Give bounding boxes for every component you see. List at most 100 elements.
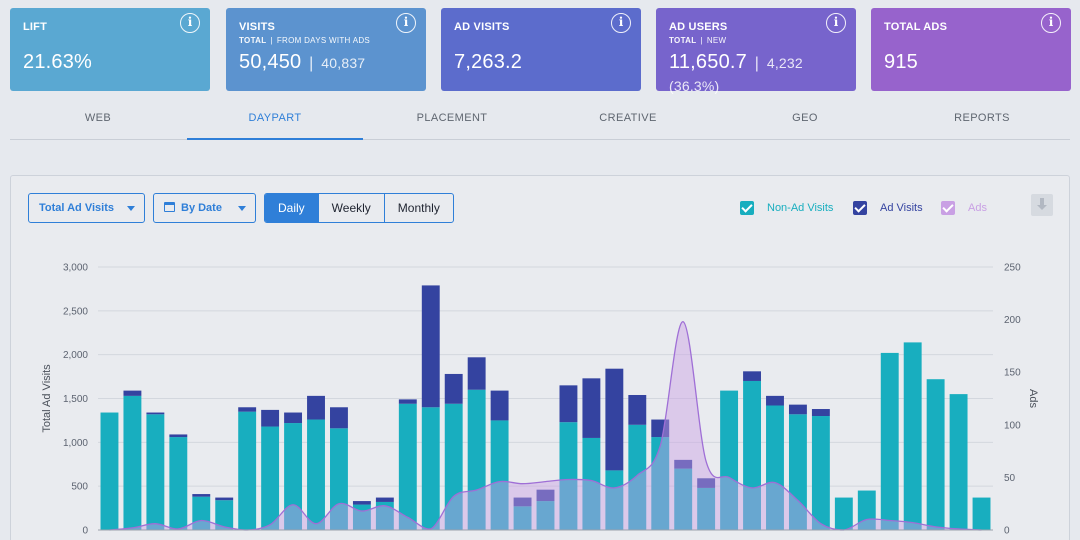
non-ad-visits-bar xyxy=(651,437,670,530)
non-ad-visits-bar xyxy=(444,403,463,530)
ad-visits-bar xyxy=(674,459,693,469)
chevron-down-icon xyxy=(238,206,246,211)
ad-visits-bar xyxy=(788,404,807,415)
checkbox-icon[interactable] xyxy=(853,201,867,215)
kpi-cards: LIFT 21.63% i VISITS TOTAL | FROM DAYS WIT… xyxy=(10,8,1071,94)
total-ads-value: 915 xyxy=(884,51,918,73)
y-tick-label: 2,500 xyxy=(63,306,88,317)
non-ad-visits-bar xyxy=(605,470,624,530)
non-ad-visits-bar xyxy=(467,389,486,530)
ad-visits-bar xyxy=(123,390,142,396)
ad-visits-bar xyxy=(375,497,394,502)
ad-visits-bar xyxy=(697,478,716,488)
legend-ad-visits[interactable]: Ad Visits xyxy=(853,200,938,216)
ad-visits-bar xyxy=(307,395,325,420)
non-ad-visits-bar xyxy=(628,424,647,530)
ad-visits-bar xyxy=(559,385,578,423)
tab-web[interactable]: WEB xyxy=(84,112,112,124)
ad-visits-bar xyxy=(330,407,348,429)
y-tick-label: 1,000 xyxy=(63,438,88,449)
date-dropdown-label: By Date xyxy=(181,202,222,214)
y-axis-title: Total Ad Visits xyxy=(41,364,53,433)
visits-title: VISITS xyxy=(239,21,276,33)
info-icon[interactable]: i xyxy=(611,13,631,33)
non-ad-visits-bar xyxy=(857,490,876,530)
non-ad-visits-bar xyxy=(949,394,968,530)
ad-users-title: AD USERS xyxy=(669,21,728,33)
non-ad-visits-bar xyxy=(788,414,807,530)
non-ad-visits-bar xyxy=(880,352,899,530)
ads-line xyxy=(109,321,982,531)
period-weekly[interactable]: Weekly xyxy=(317,194,384,222)
ad-users-value: 11,650.7 | 4,232 (36.3%) xyxy=(669,51,803,94)
legend-label: Ad Visits xyxy=(880,202,923,214)
period-monthly[interactable]: Monthly xyxy=(383,194,453,222)
visits-subtitle: TOTAL | FROM DAYS WITH ADS xyxy=(239,36,371,45)
visits-sub-days: FROM DAYS WITH ADS xyxy=(276,36,371,45)
non-ad-visits-bar xyxy=(261,426,280,530)
non-ad-visits-bar xyxy=(582,437,601,530)
daypart-panel: Total Ad Visits By Date Daily Weekly Mon… xyxy=(10,175,1070,540)
lift-title: LIFT xyxy=(23,21,48,33)
non-ad-visits-bar xyxy=(215,500,234,530)
y2-tick-label: 100 xyxy=(1004,420,1021,431)
ad-visits-value: 7,263.2 xyxy=(454,51,523,73)
ad-visits-bar xyxy=(192,494,211,497)
y2-tick-label: 50 xyxy=(1004,473,1016,484)
ad-visits-card: AD VISITS 7,263.2 i xyxy=(441,8,641,91)
non-ad-visits-bar xyxy=(284,423,303,530)
download-icon[interactable] xyxy=(1031,194,1053,216)
legend-label: Non-Ad Visits xyxy=(767,202,834,214)
ad-visits-bar xyxy=(261,409,280,427)
ad-visits-bar xyxy=(215,497,234,501)
legend-label: Ads xyxy=(968,202,987,214)
ad-visits-bar xyxy=(169,434,188,438)
date-dropdown[interactable]: By Date xyxy=(153,193,256,223)
ad-visits-bar xyxy=(536,489,555,502)
tab-reports[interactable]: REPORTS xyxy=(954,112,1010,124)
checkbox-icon[interactable] xyxy=(941,201,955,215)
calendar-icon xyxy=(164,202,175,212)
ad-users-sub-new: NEW xyxy=(706,36,727,45)
tab-placement[interactable]: PLACEMENT xyxy=(416,112,488,124)
period-daily[interactable]: Daily xyxy=(265,194,318,222)
metric-dropdown-label: Total Ad Visits xyxy=(39,202,114,214)
non-ad-visits-bar xyxy=(307,419,325,530)
report-tabs: WEB DAYPART PLACEMENT CREATIVE GEO REPOR… xyxy=(10,100,1070,140)
legend-non-ad-visits[interactable]: Non-Ad Visits xyxy=(740,200,850,216)
non-ad-visits-bar xyxy=(421,407,440,530)
y2-tick-label: 250 xyxy=(1004,263,1021,274)
visits-value: 50,450 | 40,837 xyxy=(239,51,366,73)
legend-ads[interactable]: Ads xyxy=(941,200,1001,216)
ad-visits-bar xyxy=(284,412,303,424)
ad-users-sub-total: TOTAL xyxy=(669,36,697,45)
non-ad-visits-bar xyxy=(100,412,119,530)
non-ad-visits-bar xyxy=(674,468,693,530)
lift-value: 21.63% xyxy=(23,51,93,73)
chevron-down-icon xyxy=(127,206,135,211)
info-icon[interactable]: i xyxy=(396,13,416,33)
y-tick-label: 500 xyxy=(71,482,88,493)
info-icon[interactable]: i xyxy=(1041,13,1061,33)
tab-daypart[interactable]: DAYPART xyxy=(187,100,363,140)
non-ad-visits-bar xyxy=(903,342,922,530)
non-ad-visits-bar xyxy=(972,497,991,530)
ad-visits-bar xyxy=(490,390,509,421)
ad-visits-bar xyxy=(421,285,440,408)
ad-visits-bar xyxy=(238,407,257,412)
daypart-chart: 0 500 1,000 1,500 2,000 2,500 3,000 0 50 100 150 20… xyxy=(41,263,1039,537)
ad-visits-bar xyxy=(811,409,830,417)
tab-creative[interactable]: CREATIVE xyxy=(599,112,657,124)
ad-visits-bar xyxy=(582,378,601,438)
y-tick-label: 1,500 xyxy=(63,394,88,405)
checkbox-icon[interactable] xyxy=(740,201,754,215)
visits-sub-total: TOTAL xyxy=(239,36,267,45)
info-icon[interactable]: i xyxy=(826,13,846,33)
visits-card: VISITS TOTAL | FROM DAYS WITH ADS 50,450 |… xyxy=(226,8,426,91)
non-ad-visits-bar xyxy=(513,506,532,530)
tab-geo[interactable]: GEO xyxy=(792,112,818,124)
non-ad-visits-bar xyxy=(926,379,945,530)
metric-dropdown[interactable]: Total Ad Visits xyxy=(28,193,145,223)
info-icon[interactable]: i xyxy=(180,13,200,33)
ad-users-new-value: 4,232 (36.3%) xyxy=(669,55,803,94)
